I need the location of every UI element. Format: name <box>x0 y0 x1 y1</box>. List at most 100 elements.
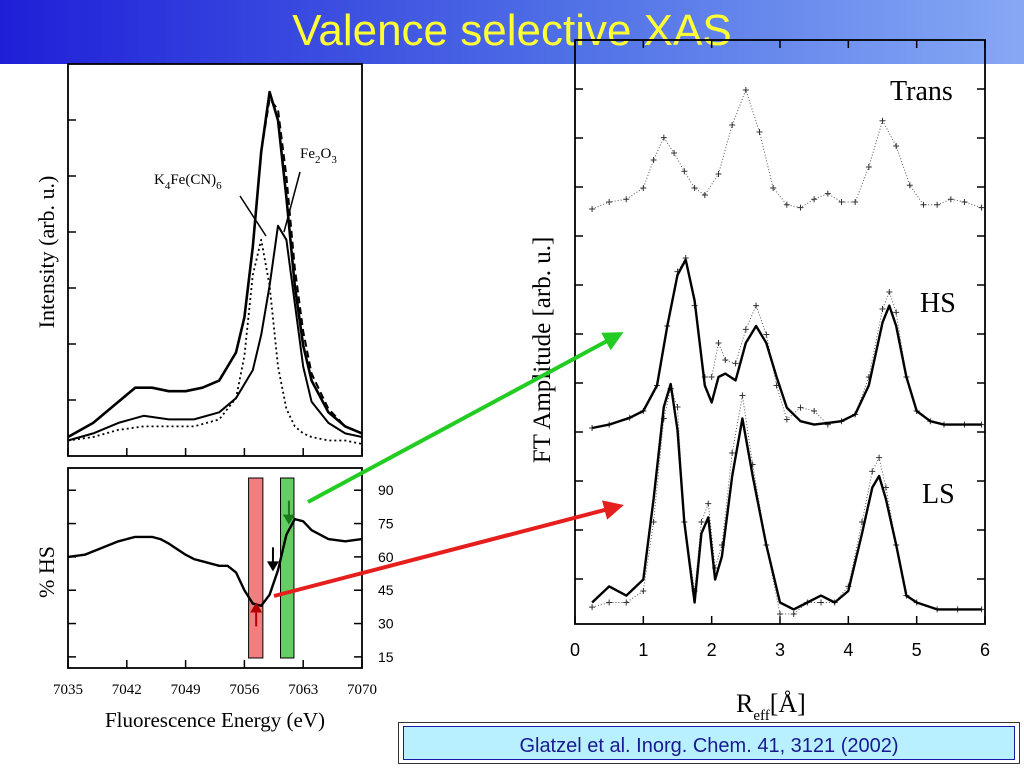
ft-x-tick-label: 6 <box>980 640 990 660</box>
ft-x-tick-label: 2 <box>707 640 717 660</box>
hs-y-tick-label: 60 <box>378 549 394 565</box>
citation-text: Glatzel et al. Inorg. Chem. 41, 3121 (20… <box>519 735 899 757</box>
hs-y-tick-label: 75 <box>378 516 394 532</box>
trans-ft-cross-point <box>715 171 722 177</box>
hs-ft-cross-point <box>886 289 893 295</box>
energy-x-tick-label: 7035 <box>53 682 83 698</box>
panel-label-ls: LS <box>922 479 955 510</box>
red-marker-arrow <box>250 602 263 627</box>
hs-ft-cross-point <box>715 340 722 346</box>
hs-ft-cross-point <box>742 326 749 333</box>
hs-y-tick-label: 15 <box>378 649 394 665</box>
trans-ft-cross-point <box>811 196 818 203</box>
hs-ft-cross-point <box>783 416 790 423</box>
trans-ft-cross-point <box>906 182 913 189</box>
ls-ft-cross-point <box>705 500 712 507</box>
intensity-k4fecn6-line <box>67 238 363 445</box>
trans-ft-data-line <box>591 88 982 210</box>
hs-y-tick-label: 45 <box>378 582 394 598</box>
ls-ft-cross-point <box>777 611 783 617</box>
black-marker-arrow <box>266 547 279 572</box>
panel-label-hs: HS <box>920 288 956 319</box>
ls-ft-cross-point <box>589 604 596 611</box>
ft-x-tick-label: 0 <box>570 640 580 660</box>
hs-ft-cross-point <box>893 309 900 316</box>
green-arrow-to-hs <box>307 332 624 504</box>
trans-ft-cross-point <box>947 196 954 203</box>
trans-ft-cross-point <box>729 122 736 128</box>
hs-fraction-line <box>67 517 363 607</box>
annotation-leader-k4 <box>239 195 267 237</box>
green-marker-arrow <box>282 500 295 525</box>
hs-plot-frame <box>67 467 363 669</box>
hs-ft-cross-point <box>732 360 739 367</box>
energy-x-axis-label: Fluorescence Energy (eV) <box>105 708 325 732</box>
trans-ft-cross-point <box>742 87 749 93</box>
ft-x-tick-label: 3 <box>775 640 785 660</box>
trans-ft-cross-point <box>681 168 688 175</box>
ls-ft-cross-point <box>869 468 876 475</box>
hs-y-tick-label: 30 <box>378 616 394 632</box>
trans-ft-cross-point <box>691 185 698 191</box>
hs-ft-cross-point <box>722 357 729 363</box>
annotation-k4fecn6: K4Fe(CN)6 <box>154 172 222 192</box>
trans-ft-cross-point <box>961 199 968 205</box>
energy-x-tick-label: 7049 <box>171 682 201 698</box>
intensity-fe2o3-line <box>67 224 363 442</box>
trans-ft-cross-point <box>589 206 596 212</box>
green-energy-band <box>280 477 295 659</box>
hs-ft-cross-point <box>708 374 715 380</box>
ls-ft-cross-point <box>882 484 889 491</box>
trans-ft-cross-point <box>623 196 630 203</box>
ls-ft-cross-point <box>876 454 883 461</box>
annotation-fe2o3: Fe2O3 <box>300 146 337 166</box>
ls-ft-cross-point <box>674 404 681 410</box>
hs-ft-cross-point <box>763 331 770 338</box>
intensity-plot-frame <box>67 63 363 457</box>
ls-ft-cross-point <box>623 599 630 606</box>
trans-ft-cross-point <box>701 192 708 198</box>
title-bar: Valence selective XAS <box>0 0 1024 64</box>
ft-x-tick-label: 1 <box>638 640 648 660</box>
ls-ft-cross-point <box>606 599 613 606</box>
intensity-total-dashed-line <box>67 98 363 438</box>
hs-ft-cross-point <box>753 302 760 309</box>
trans-ft-cross-point <box>865 164 872 170</box>
ls-ft-cross-point <box>698 519 705 525</box>
annotation-leader-fe2o3 <box>283 171 301 233</box>
trans-ft-cross-point <box>852 199 859 205</box>
trans-ft-cross-point <box>640 185 647 191</box>
ls-ft-cross-point <box>729 450 736 456</box>
red-arrow-to-ls <box>273 500 624 598</box>
red-energy-band <box>248 477 264 659</box>
intensity-y-axis-label: Intensity (arb. u.) <box>34 176 59 329</box>
trans-ft-cross-point <box>671 150 678 156</box>
trans-ft-cross-point <box>650 157 657 163</box>
slide-title: Valence selective XAS <box>292 6 732 55</box>
ls-ft-cross-point <box>818 599 824 606</box>
ft-x-tick-label: 4 <box>843 640 853 660</box>
energy-x-tick-label: 7042 <box>112 682 142 698</box>
ft-x-tick-label: 5 <box>912 640 922 660</box>
energy-x-tick-label: 7056 <box>229 682 260 698</box>
trans-ft-cross-point <box>783 201 790 208</box>
trans-ft-cross-point <box>978 204 985 211</box>
trans-ft-cross-point <box>879 117 886 124</box>
intensity-chart: K4Fe(CN)6 Fe2O3 Intensity (arb. u.) <box>34 63 363 457</box>
panel-label-trans: Trans <box>890 76 953 107</box>
trans-ft-cross-point <box>934 201 941 208</box>
ls-ft-cross-point <box>790 611 797 617</box>
ft-y-axis-label: FT Amplitude [arb. u.] <box>529 237 556 464</box>
trans-ft-cross-point <box>756 129 763 135</box>
trans-ft-cross-point <box>824 190 831 197</box>
citation-box: Glatzel et al. Inorg. Chem. 41, 3121 (20… <box>398 722 1020 764</box>
energy-x-tick-label: 7070 <box>347 682 377 698</box>
hs-ft-cross-point <box>811 408 818 414</box>
trans-ft-cross-point <box>838 199 845 205</box>
ls-ft-cross-point <box>739 392 746 399</box>
ls-ft-cross-point <box>640 588 647 594</box>
ft-amplitude-chart: 0 1 2 3 4 5 6 Trans HS LS FT Amplitude [arb. u… <box>529 39 990 724</box>
trans-ft-cross-point <box>660 134 667 141</box>
trans-ft-cross-point <box>893 143 900 149</box>
